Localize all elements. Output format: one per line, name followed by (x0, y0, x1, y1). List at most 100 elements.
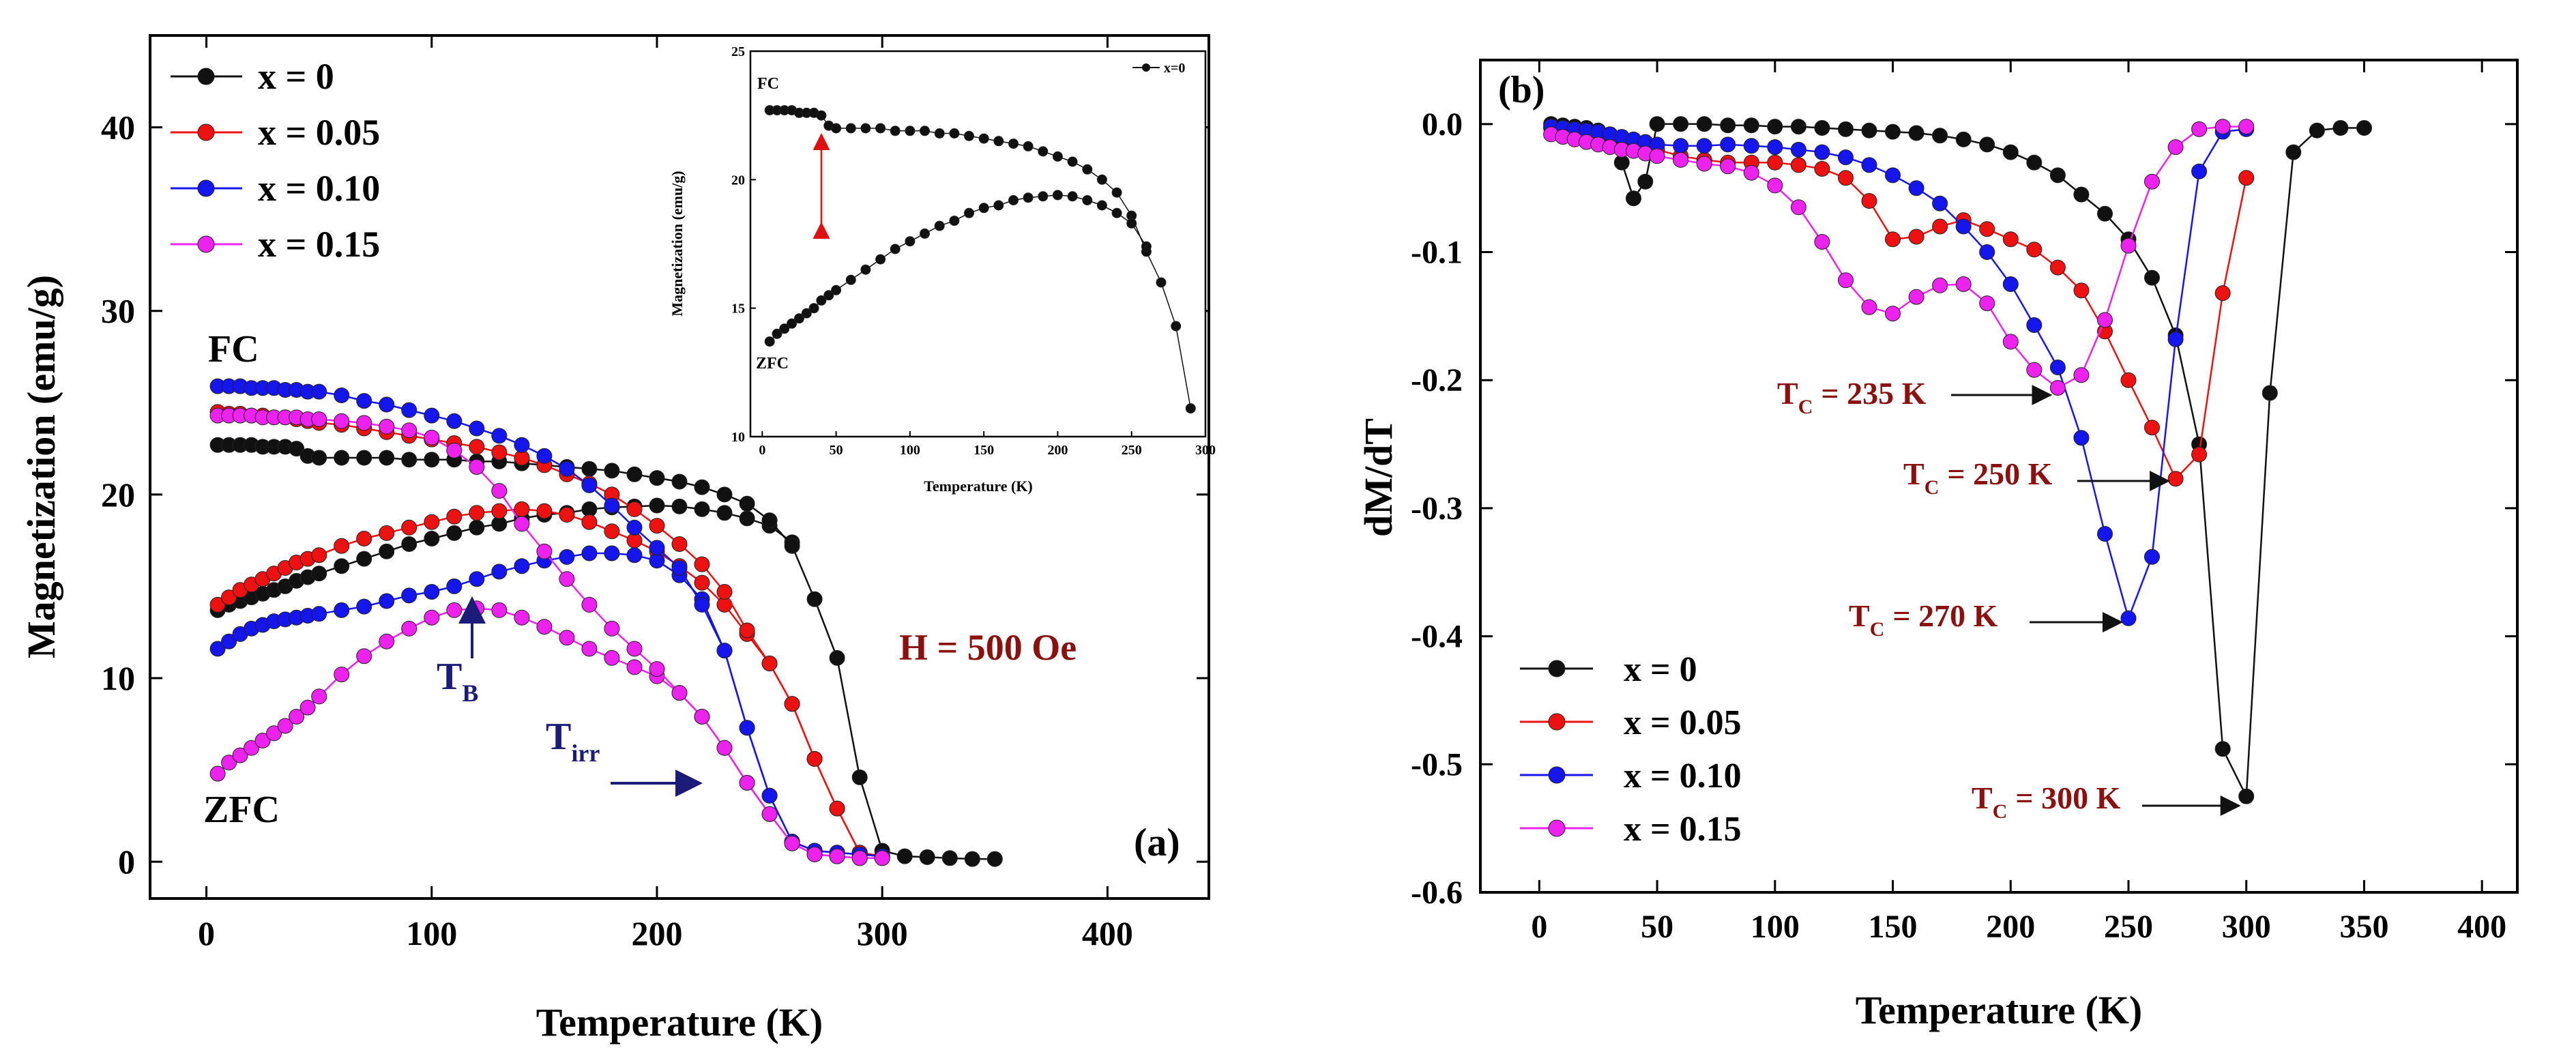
panel-b-legend-marker (1548, 766, 1566, 784)
inset-zfc-point (934, 220, 945, 231)
inset-xtick-label: 50 (830, 443, 843, 458)
panel-a-fc-3-point (334, 413, 350, 429)
panel-b-0-point (2026, 154, 2043, 171)
panel-b-3-point (1932, 277, 1948, 293)
tc-label: TC = 270 K (1849, 598, 1998, 641)
inset-zfc-point (831, 284, 842, 295)
panel-a-fc-3-point (604, 620, 620, 637)
inset-zfc-point (860, 264, 871, 275)
panel-a-fc-2-point (649, 540, 665, 556)
inset-ytick-label: 25 (731, 44, 745, 59)
panel-b-2-point (1908, 180, 1924, 196)
panel-b-legend-label: x = 0.15 (1624, 810, 1742, 849)
inset-xtick-label: 100 (900, 443, 920, 458)
panel-b-2-point (2097, 526, 2113, 542)
panel-a-ytick-label: 0 (118, 843, 135, 881)
panel-a-zfc-3-point (277, 718, 293, 734)
inset-xtick-label: 150 (974, 443, 994, 458)
panel-b-legend-label: x = 0.10 (1624, 757, 1742, 795)
panel-b-3-point (2002, 334, 2019, 350)
panel-b-xlabel: Temperature (K) (1856, 988, 2142, 1032)
inset-zfc-point (772, 328, 782, 339)
panel-a-zfc-2-point (491, 564, 508, 580)
panel-b-xtick-label: 150 (1869, 909, 1918, 945)
inset-fc-point (1156, 277, 1167, 288)
panel-a-zfc-3-point (289, 709, 305, 725)
inset-zfc-point (875, 254, 886, 265)
panel-b-0-point (1885, 123, 1901, 140)
inset-fc-point (1096, 174, 1107, 185)
inset-zfc-point (905, 236, 916, 247)
panel-a-fc-3-point (559, 571, 575, 587)
panel-b-2-point (1743, 138, 1759, 154)
panel-a-fc-0-point (851, 769, 868, 785)
panel-b-ytick-label: 0.0 (1422, 106, 1463, 143)
panel-b: 0 50 100 150 200 250 300 350 400 0.0 -0.1 -0.2 -0.3… (1356, 59, 2519, 1032)
panel-a-xtick-label: 400 (1082, 914, 1133, 952)
panel-a-zfc-3-point (221, 755, 237, 771)
panel-a-fc-2-point (491, 428, 508, 444)
panel-b-0-point (2049, 167, 2066, 184)
panel-a-zfc-3-point (514, 609, 530, 626)
panel-b-2-point (1861, 157, 1877, 173)
panel-b-legend: x = 0 x = 0.05 x = 0.10 x = 0.15 (1520, 650, 1742, 849)
panel-a-fc-3-point (851, 850, 868, 866)
panel-a-zfc-3-point (626, 659, 643, 675)
inset-fc-point (920, 126, 930, 136)
panel-b-2-point (1673, 138, 1689, 154)
panel-b-0-point (1720, 117, 1736, 134)
panel-a-legend-label: x = 0 (258, 56, 334, 97)
panel-b-legend-label: x = 0.05 (1624, 703, 1742, 742)
inset-fc-point (875, 123, 886, 134)
panel-b-1-point (2120, 372, 2137, 388)
panel-b-3-point (1814, 234, 1830, 250)
tirr-label: Tirr (546, 716, 600, 767)
inset-ytick-label: 15 (731, 302, 745, 317)
inset-fc-point (890, 126, 901, 136)
panel-b-0-point (1790, 119, 1806, 135)
inset-fc-point (845, 123, 856, 134)
panel-a-zfc-2-point (424, 584, 440, 600)
panel-b-2-point (1979, 244, 1995, 260)
panel-a-fc-0-point (694, 479, 710, 495)
panel-b-0-point (1932, 128, 1948, 144)
fc-label: FC (208, 328, 259, 370)
panel-a-zfc-3-point (334, 667, 350, 683)
panel-b-2-point (2026, 317, 2043, 333)
panel-b-2-point (2073, 430, 2090, 446)
panel-a-fc-3-point (581, 596, 598, 613)
inset-frame (749, 50, 1207, 438)
panel-a-zfc-1-point (356, 531, 372, 546)
panel-a-fc-1-point (694, 556, 710, 572)
panel-a-fc-2-point (739, 720, 755, 736)
inset-zfc-point (1052, 190, 1063, 201)
panel-a-fc-1-point (806, 750, 823, 767)
panel-a-fc-0-point (784, 538, 800, 554)
panel-b-0-point (1955, 131, 1972, 147)
panel-b-2-point (2120, 610, 2137, 626)
panel-b-3-point (1696, 156, 1712, 172)
panel-b-2-point (1932, 195, 1948, 211)
panel-a-xtick-label: 200 (631, 914, 682, 952)
inset-fc-point (978, 133, 989, 144)
panel-a-fc-3-point (694, 709, 710, 725)
panel-a-fc-3-point (311, 411, 327, 427)
panel-b-0-point (2332, 120, 2349, 136)
panel-a-fc-3-point (671, 685, 688, 701)
panel-b-0-point (1814, 120, 1830, 136)
panel-a-zfc-0-point (694, 501, 710, 517)
inset-fc-point (831, 123, 842, 134)
panel-b-0-point (1696, 116, 1712, 132)
panel-a-fc-0-point (311, 450, 327, 466)
panel-a-zfc-3-point (424, 609, 440, 626)
panel-b-1-point (1790, 157, 1806, 173)
panel-b-3-point (2049, 380, 2066, 396)
panel-b-1-line (1551, 127, 2247, 480)
panel-a-legend-label: x = 0.05 (258, 112, 380, 153)
panel-b-1-point (2144, 420, 2160, 436)
panel-b-0-point (1861, 122, 1877, 138)
inset-xlabel: Temperature (K) (924, 478, 1032, 495)
panel-a-fc-3-point (716, 740, 733, 756)
inset-zfc-point (1111, 207, 1122, 218)
